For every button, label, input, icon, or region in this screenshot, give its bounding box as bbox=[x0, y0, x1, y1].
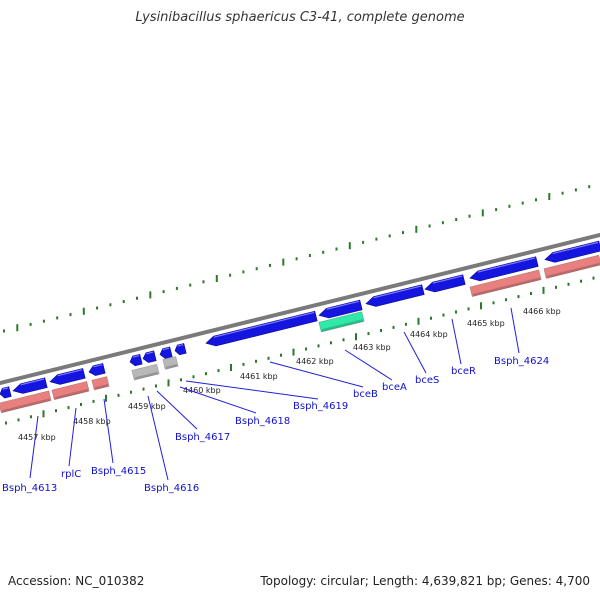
rna-feature-2[interactable] bbox=[51, 381, 90, 401]
ruler-label: 4461 kbp bbox=[240, 372, 278, 381]
gene-arrow-8[interactable] bbox=[174, 343, 187, 356]
gene-leader-line bbox=[156, 390, 198, 430]
gene-label[interactable]: rplC bbox=[61, 469, 81, 480]
gene-arrow-3[interactable] bbox=[49, 368, 86, 386]
inner-tick-track bbox=[5, 276, 595, 425]
ruler-label: 4459 kbp bbox=[128, 402, 166, 411]
gene-label[interactable]: Bsph_4615 bbox=[91, 466, 146, 477]
genome-backbone bbox=[0, 233, 600, 385]
gene-label[interactable]: Bsph_4624 bbox=[494, 356, 549, 367]
gene-arrow-Bsph_4624[interactable] bbox=[469, 256, 539, 283]
gene-leader-line bbox=[269, 361, 364, 388]
pseudo-feature-2[interactable] bbox=[162, 356, 179, 370]
ruler-label: 4458 kbp bbox=[73, 417, 111, 426]
gene-label[interactable]: Bsph_4613 bbox=[2, 483, 57, 494]
gene-leader-line bbox=[147, 395, 169, 481]
gene-arrow-bceS[interactable] bbox=[365, 284, 425, 309]
ruler-label: 4464 kbp bbox=[410, 330, 448, 339]
gene-arrow-1[interactable] bbox=[0, 386, 12, 399]
ruler-label: 4460 kbp bbox=[183, 386, 221, 395]
gene-label[interactable]: bceR bbox=[451, 366, 476, 377]
accession-text: Accession: NC_010382 bbox=[8, 574, 145, 588]
gene-label[interactable]: bceA bbox=[382, 382, 407, 393]
gene-arrow-10[interactable] bbox=[544, 240, 600, 264]
gene-leader-line bbox=[68, 407, 77, 467]
gene-leader-line bbox=[29, 415, 39, 479]
gene-track bbox=[0, 240, 600, 414]
gene-leader-line bbox=[451, 318, 462, 365]
gene-label[interactable]: Bsph_4619 bbox=[293, 401, 348, 412]
outer-tick-track bbox=[3, 185, 591, 333]
rna-feature-4[interactable] bbox=[469, 269, 542, 298]
gene-arrow-bceR[interactable] bbox=[424, 274, 466, 294]
gene-arrow-bceB[interactable] bbox=[205, 310, 318, 348]
gene-leader-line bbox=[185, 380, 319, 400]
gene-labels: Bsph_4613 rplC Bsph_4615 Bsph_4616 Bsph_4617… bbox=[2, 356, 549, 494]
highlight-feature[interactable] bbox=[318, 311, 365, 333]
ruler-label: 4463 kbp bbox=[353, 343, 391, 352]
gene-label-leaders bbox=[29, 307, 520, 481]
gene-label[interactable]: Bsph_4617 bbox=[175, 432, 230, 443]
ruler-label: 4462 kbp bbox=[296, 357, 334, 366]
gene-leader-line bbox=[179, 386, 257, 414]
gene-leader-line bbox=[510, 307, 520, 354]
ruler-label: 4465 kbp bbox=[467, 319, 505, 328]
gene-leader-line bbox=[103, 398, 114, 464]
map-title: Lysinibacillus sphaericus C3-41, complet… bbox=[135, 10, 465, 25]
gene-arrow-6[interactable] bbox=[142, 350, 157, 364]
gene-label[interactable]: bceS bbox=[415, 375, 439, 386]
gene-label[interactable]: Bsph_4616 bbox=[144, 483, 199, 494]
genome-stats-text: Topology: circular; Length: 4,639,821 bp… bbox=[260, 574, 590, 588]
pseudo-feature-1[interactable] bbox=[131, 363, 160, 381]
gene-arrow-bceA[interactable] bbox=[318, 299, 363, 320]
gene-arrow-2[interactable] bbox=[12, 377, 48, 396]
gene-arrow-7[interactable] bbox=[159, 346, 173, 359]
gene-leader-line bbox=[403, 331, 427, 374]
gene-arrow-4[interactable] bbox=[88, 363, 106, 376]
backbone-line bbox=[0, 233, 600, 385]
ruler-labels: 4457 kbp 4458 kbp 4459 kbp 4460 kbp 4461 kbp… bbox=[18, 307, 561, 442]
gene-label[interactable]: bceB bbox=[353, 389, 378, 400]
ruler-label: 4457 kbp bbox=[18, 433, 56, 442]
rna-feature-1[interactable] bbox=[0, 390, 52, 414]
rna-feature-3[interactable] bbox=[91, 376, 110, 391]
gene-arrow-5[interactable] bbox=[129, 353, 143, 367]
gene-label[interactable]: Bsph_4618 bbox=[235, 416, 290, 427]
ruler-label: 4466 kbp bbox=[523, 307, 561, 316]
gene-leader-line bbox=[344, 349, 393, 381]
